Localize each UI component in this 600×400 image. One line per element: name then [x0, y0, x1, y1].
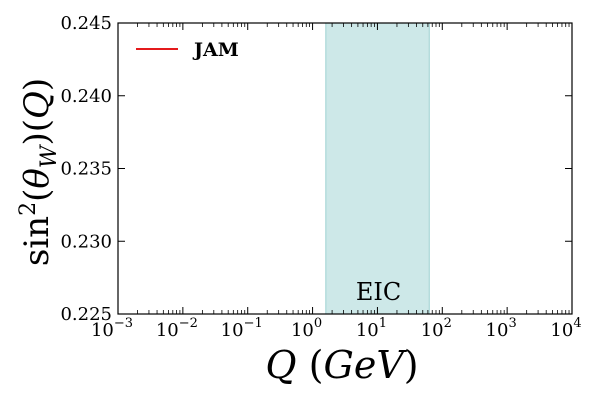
y-tick-label: 0.230: [60, 231, 112, 252]
x-tick-label: 102: [421, 316, 452, 341]
x-tick-label: 10−3: [91, 316, 133, 341]
y-tick-label: 0.235: [60, 159, 112, 180]
legend: JAM: [136, 39, 239, 61]
eic-region: [325, 22, 430, 315]
x-tick-label: 10−2: [156, 316, 198, 341]
y-tick-label: 0.245: [60, 13, 112, 34]
x-tick-label: 104: [550, 316, 581, 341]
x-tick-label: 100: [291, 316, 322, 341]
y-axis-label: sin2(θW)(Q): [16, 78, 62, 266]
x-tick-label: 10−1: [221, 316, 263, 341]
y-axis-label-sin: sin: [17, 216, 57, 266]
x-tick-label: 103: [486, 316, 517, 341]
x-tick-label: 101: [356, 316, 387, 341]
legend-label-jam: JAM: [192, 39, 239, 61]
y-tick-label: 0.225: [60, 304, 112, 325]
x-axis-label: Q (GeV): [265, 343, 418, 387]
eic-region-label: EIC: [356, 278, 401, 306]
y-tick-label: 0.240: [60, 86, 112, 107]
